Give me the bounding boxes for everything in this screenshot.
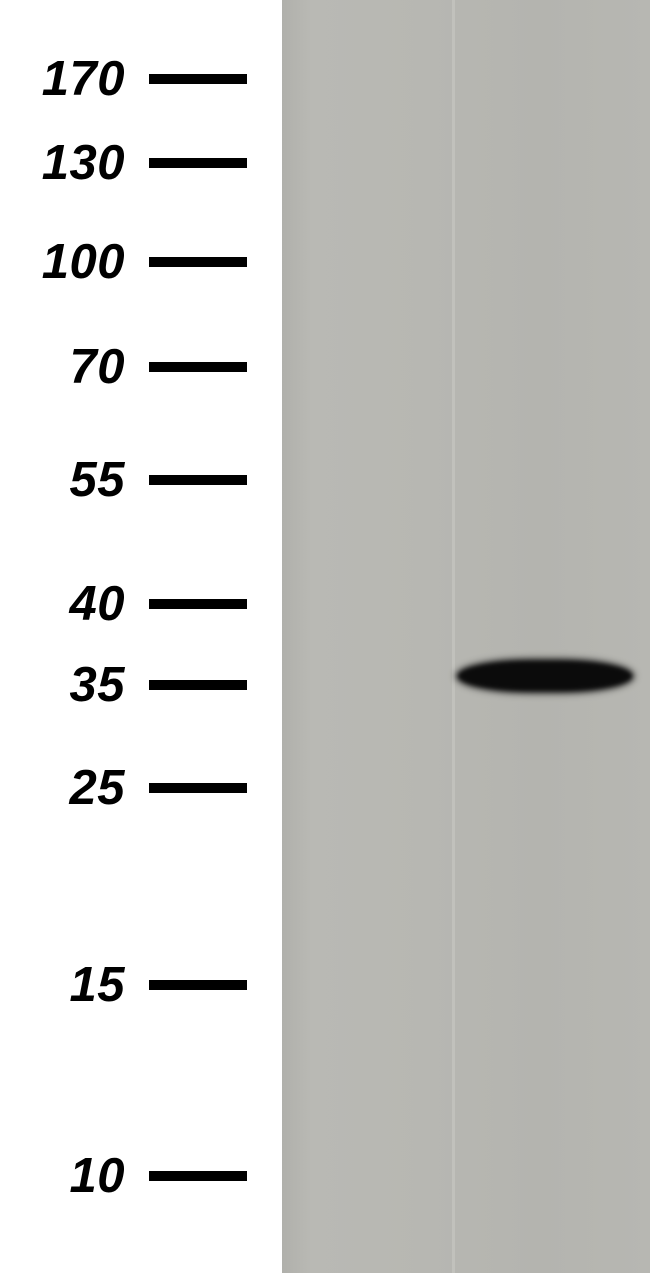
ladder-row: 55 bbox=[0, 456, 282, 505]
ladder-row: 70 bbox=[0, 343, 282, 392]
ladder-label: 25 bbox=[0, 760, 149, 816]
ladder-row: 15 bbox=[0, 961, 282, 1010]
ladder-tick bbox=[149, 74, 247, 84]
ladder-row: 40 bbox=[0, 580, 282, 629]
ladder-label: 10 bbox=[0, 1148, 149, 1204]
ladder-label: 55 bbox=[0, 452, 149, 508]
ladder-tick bbox=[149, 1171, 247, 1181]
ladder-row: 100 bbox=[0, 238, 282, 287]
ladder-row: 25 bbox=[0, 764, 282, 813]
ladder-tick bbox=[149, 362, 247, 372]
protein-band bbox=[458, 661, 632, 691]
ladder-label: 35 bbox=[0, 657, 149, 713]
ladder-tick bbox=[149, 783, 247, 793]
ladder-row: 130 bbox=[0, 139, 282, 188]
ladder-tick bbox=[149, 158, 247, 168]
ladder-tick bbox=[149, 475, 247, 485]
ladder-tick bbox=[149, 980, 247, 990]
ladder-row: 10 bbox=[0, 1152, 282, 1201]
ladder-label: 170 bbox=[0, 51, 149, 107]
ladder-label: 130 bbox=[0, 135, 149, 191]
blot-membrane bbox=[282, 0, 650, 1273]
ladder-label: 40 bbox=[0, 576, 149, 632]
ladder-label: 100 bbox=[0, 234, 149, 290]
ladder-row: 170 bbox=[0, 55, 282, 104]
ladder-tick bbox=[149, 599, 247, 609]
ladder-row: 35 bbox=[0, 661, 282, 710]
lane-divider bbox=[452, 0, 455, 1273]
western-blot-figure: 170 130 100 70 55 40 35 25 15 10 bbox=[0, 0, 650, 1273]
ladder-tick bbox=[149, 680, 247, 690]
ladder-tick bbox=[149, 257, 247, 267]
blot-surface bbox=[282, 0, 650, 1273]
molecular-weight-ladder: 170 130 100 70 55 40 35 25 15 10 bbox=[0, 0, 282, 1273]
ladder-label: 15 bbox=[0, 957, 149, 1013]
ladder-label: 70 bbox=[0, 339, 149, 395]
